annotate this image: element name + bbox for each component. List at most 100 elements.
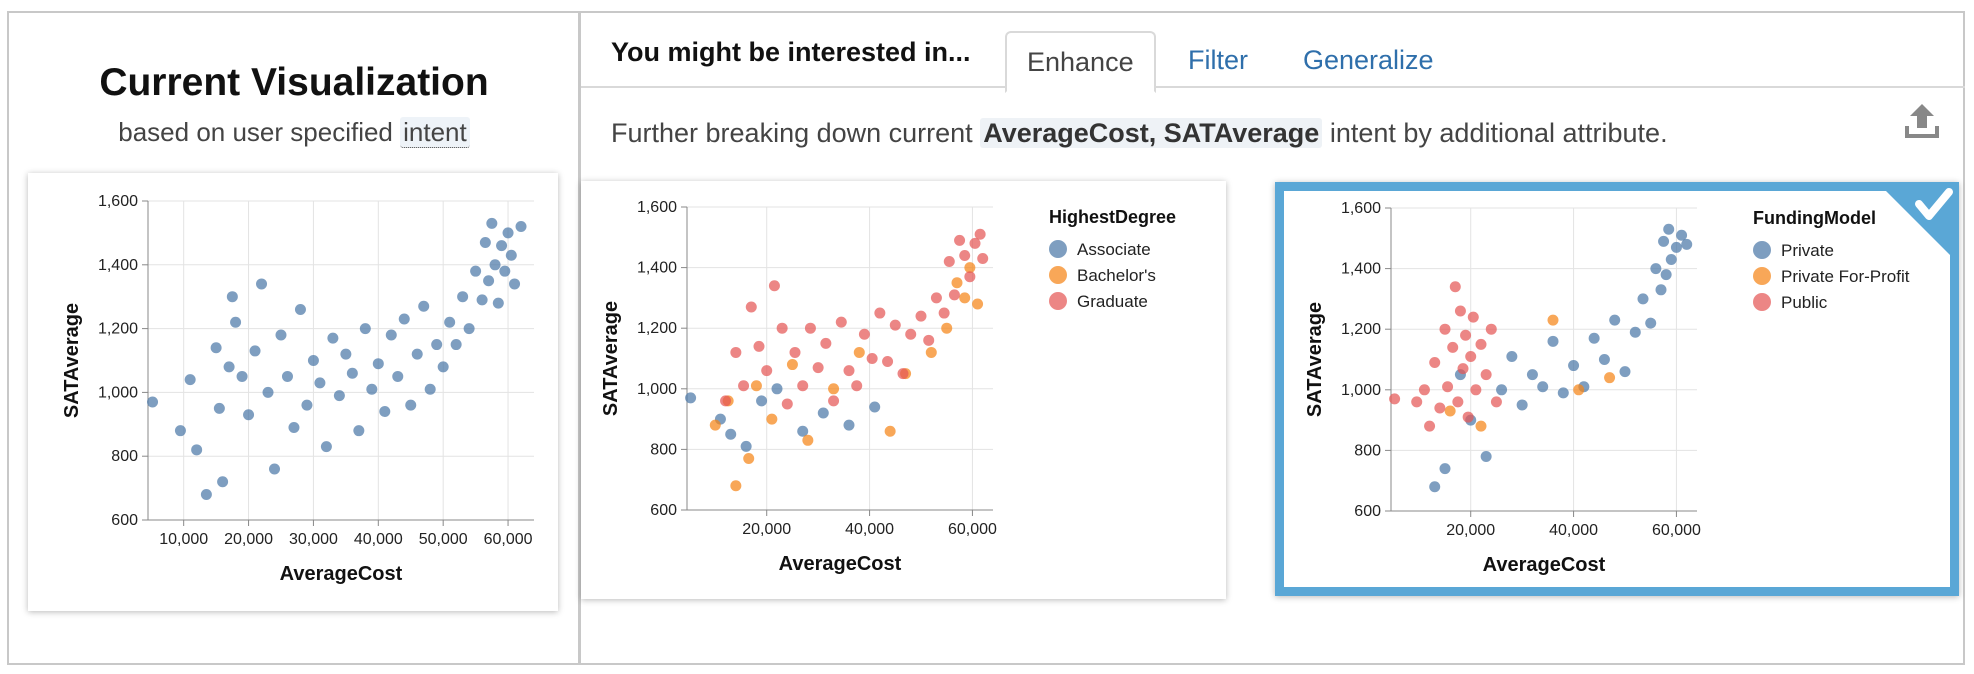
x-tick-label: 60,000 [1652,522,1701,539]
data-point [959,249,971,261]
y-tick-label: 1,400 [637,260,677,277]
data-point [1619,366,1631,378]
data-point [789,346,801,358]
y-tick-label: 1,200 [637,320,677,337]
data-point [766,413,778,425]
data-point [1598,354,1610,365]
data-point [405,399,417,411]
data-point [750,380,762,392]
data-point [236,370,248,382]
data-point [889,319,901,331]
data-point [217,476,229,488]
data-point [828,395,840,407]
data-point [835,316,847,328]
data-point [457,291,469,303]
data-point [1465,350,1477,362]
data-point [685,392,697,404]
x-axis-title: AverageCost [779,553,902,575]
description-prefix: Further breaking down current [611,118,973,148]
data-point [1490,396,1502,408]
data-point [915,310,927,322]
data-point [411,348,423,360]
legend-swatch [1049,292,1067,310]
data-point [424,383,436,395]
current-visualization-card[interactable]: 10,000 20,000 30,000 40,000 50,000 60,000 600 8… [28,173,558,611]
data-point [853,346,865,358]
data-point [505,249,517,261]
data-point [1676,229,1688,241]
subtitle-prefix: based on user specified [118,117,393,147]
data-point [256,278,268,290]
data-point [249,345,261,357]
recommendation-card-fundingmodel[interactable]: 20,000 40,000 60,000 600 800 1,000 1,200 1,400 1… [1275,182,1959,596]
data-point [243,409,255,421]
data-point [905,328,917,340]
legend-swatch [1753,241,1771,259]
data-point [941,322,953,334]
data-point [1460,329,1472,341]
x-axis-title: AverageCost [1483,554,1606,576]
data-point [479,236,491,248]
data-point [275,329,287,341]
x-tick-label: 60,000 [484,531,533,548]
data-point [974,228,986,240]
legend-swatch [1049,266,1067,284]
y-tick-label: 1,600 [98,193,138,210]
y-axis-title: SATAverage [1304,302,1326,417]
data-point [882,356,894,368]
data-point [213,402,225,414]
y-tick-label: 600 [111,512,138,529]
intent-tooltip-trigger[interactable]: intent [400,117,470,148]
x-axis-title: AverageCost [280,563,403,585]
tab-filter[interactable]: Filter [1188,45,1248,75]
current-visualization-title: Current Visualization [99,61,489,104]
recommendation-description: Further breaking down current AverageCos… [611,118,1668,149]
description-suffix: intent by additional attribute. [1329,118,1668,148]
data-point [954,234,966,246]
recommendation-header: You might be interested in... Enhance Fi… [581,13,1965,93]
tab-enhance[interactable]: Enhance [1005,31,1156,93]
legend-label: Bachelor's [1077,266,1156,285]
data-point [1439,463,1451,475]
data-point [301,399,313,411]
data-point [385,329,397,341]
data-point [230,316,242,328]
data-point [200,488,212,500]
data-point [828,383,840,395]
check-icon[interactable] [1877,182,1959,264]
data-point [226,291,238,303]
data-point [1418,384,1430,396]
data-point [147,396,159,408]
data-point [463,323,475,335]
data-point [1658,235,1670,247]
data-point [972,298,984,310]
data-point [509,278,521,290]
data-point [269,463,281,475]
tab-generalize[interactable]: Generalize [1303,45,1434,75]
y-tick-label: 600 [650,502,677,519]
upload-icon[interactable] [1902,102,1942,142]
data-point [776,322,788,334]
legend-label: Graduate [1077,292,1148,311]
y-tick-label: 1,600 [1341,200,1381,217]
selected-card-border [1275,182,1959,596]
data-point [753,340,765,352]
data-point [804,322,816,334]
data-point [450,339,462,351]
fundingmodel-scatter-chart: 20,000 40,000 60,000 600 800 1,000 1,200 1,400 1… [1304,200,1910,576]
data-point [359,323,371,335]
x-tick-label: 10,000 [159,531,208,548]
data-point [483,275,495,287]
data-point [174,425,186,437]
data-point [418,300,430,312]
legend-swatch [1753,293,1771,311]
data-point [743,452,755,464]
data-point [786,359,798,371]
y-axis-title: SATAverage [600,301,622,416]
data-point [738,380,750,392]
recommendation-card-highestdegree[interactable]: 20,000 40,000 60,000 600 800 1,000 1,200 1,400 1… [581,181,1226,599]
data-point [1429,481,1441,493]
y-tick-label: 1,200 [1341,321,1381,338]
y-axis-title: SATAverage [61,303,83,418]
data-point [768,280,780,292]
